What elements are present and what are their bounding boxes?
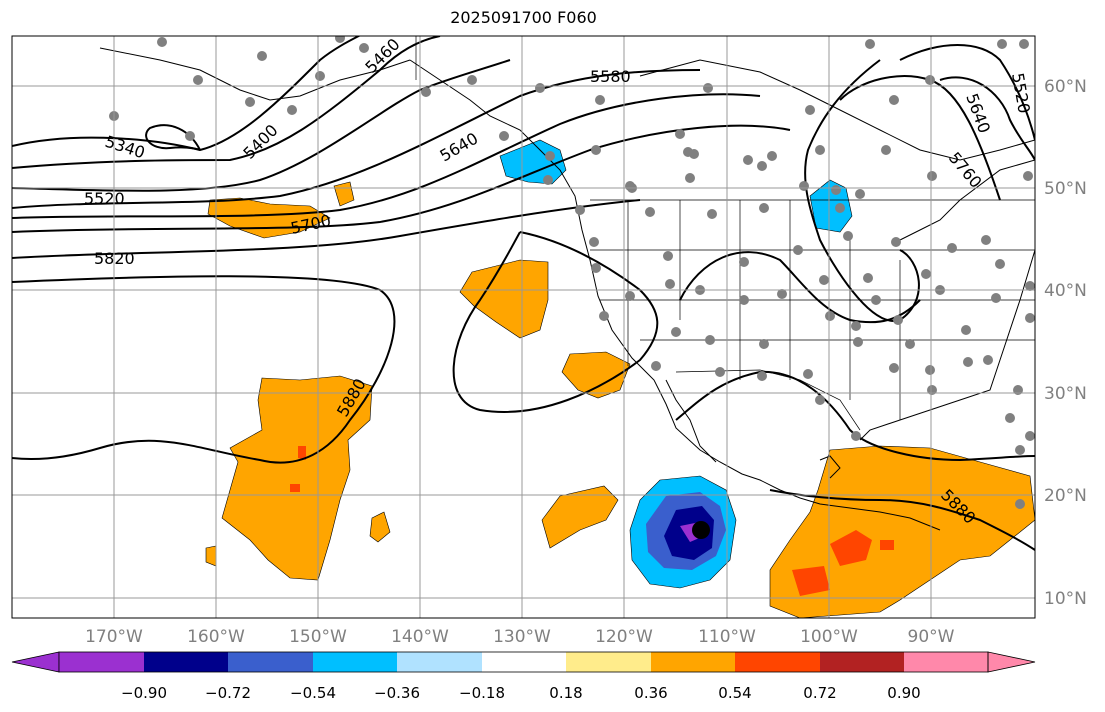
colorbar-max-extension (987, 651, 1036, 673)
colorbar-segment (313, 652, 397, 672)
lat-label: 10°N (1044, 589, 1087, 609)
lon-label: 170°W (85, 627, 143, 647)
colorbar-tick-label: −0.54 (290, 684, 336, 702)
colorbar-segment (566, 652, 651, 672)
colorbar-outline (58, 651, 989, 673)
colorbar-tick-label: 0.36 (634, 684, 667, 702)
contour-label: 5640 (962, 91, 994, 136)
lat-label: 50°N (1044, 179, 1087, 199)
station-markers (109, 36, 1035, 509)
lon-label: 120°W (595, 627, 653, 647)
latitude-labels: 60°N 50°N 40°N 30°N 20°N 10°N (1044, 77, 1087, 609)
lon-label: 160°W (187, 627, 245, 647)
colorbar-segment (651, 652, 735, 672)
lat-label: 20°N (1044, 486, 1087, 506)
colorbar-segment (228, 652, 313, 672)
contour-label: 5820 (94, 249, 135, 268)
colorbar-segment (144, 652, 228, 672)
height-contours (12, 36, 1035, 551)
colorbar-tick-label: 0.54 (718, 684, 751, 702)
colorbar-tick-label: 0.72 (803, 684, 836, 702)
longitude-labels: 170°W 160°W 150°W 140°W 130°W 120°W 110°… (85, 627, 955, 647)
lon-label: 100°W (800, 627, 858, 647)
map-frame (11, 35, 1036, 619)
lat-label: 60°N (1044, 77, 1087, 97)
anomaly-strong-positive-fill (290, 446, 894, 596)
colorbar-tick-label: 0.90 (887, 684, 920, 702)
anomaly-positive-fill (205, 181, 1035, 618)
colorbar-segment (820, 652, 904, 672)
lon-label: 140°W (391, 627, 449, 647)
map-title: 2025091700 F060 (450, 8, 597, 27)
lat-label: 30°N (1044, 384, 1087, 404)
lon-label: 90°W (908, 627, 955, 647)
colorbar-tick-label: −0.90 (121, 684, 167, 702)
colorbar-tick-label: −0.36 (374, 684, 420, 702)
colorbar-segment (904, 652, 988, 672)
graticule (12, 36, 1035, 618)
lon-label: 150°W (289, 627, 347, 647)
colorbar-tick-label: 0.18 (549, 684, 582, 702)
colorbar-ticks: −0.90 −0.72 −0.54 −0.36 −0.18 0.18 0.36 … (121, 684, 921, 702)
colorbar-segment (735, 652, 820, 672)
lon-label: 110°W (698, 627, 756, 647)
colorbar (11, 651, 1036, 673)
contour-label: 5520 (84, 189, 125, 208)
colorbar-segment (59, 652, 144, 672)
lat-label: 40°N (1044, 281, 1087, 301)
lon-label: 130°W (493, 627, 551, 647)
storm-center-marker (692, 521, 710, 539)
contour-label-group: 5340 5400 5460 5520 5580 5640 5700 5820 … (84, 35, 1034, 528)
colorbar-segment (397, 652, 482, 672)
contour-label: 5520 (1008, 71, 1034, 114)
colorbar-tick-label: −0.72 (205, 684, 251, 702)
contour-label: 5340 (103, 132, 148, 163)
coastlines (99, 47, 1035, 531)
anomaly-strong-negative-fill (646, 492, 726, 570)
colorbar-tick-label: −0.18 (459, 684, 505, 702)
colorbar-min-extension (11, 651, 60, 673)
contour-label: 5580 (590, 67, 631, 86)
colorbar-segment (482, 652, 566, 672)
